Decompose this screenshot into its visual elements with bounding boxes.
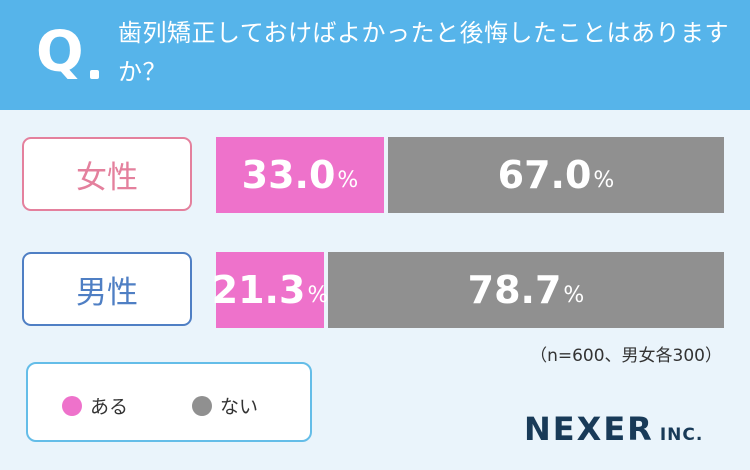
question-mark: Q <box>36 20 84 85</box>
unit-label-female-yes: % <box>337 167 359 193</box>
logo-sub: INC. <box>659 425 704 445</box>
legend-label-yes: ある <box>90 396 129 418</box>
category-label-female: 女性 <box>22 137 192 211</box>
legend: ある ない <box>26 362 312 442</box>
unit-label-male-yes: % <box>307 282 329 308</box>
unit-label-male-no: % <box>563 282 585 308</box>
value-label-male-no: 78.7 <box>467 268 562 312</box>
bar-female-yes: 33.0% <box>216 137 384 213</box>
value-label-male-yes: 21.3 <box>211 268 306 312</box>
value-label-female-no: 67.0 <box>497 153 592 197</box>
bar-female-no: 67.0% <box>388 137 724 213</box>
company-logo: NEXER INC. <box>524 410 703 448</box>
legend-swatch-no <box>192 395 212 416</box>
logo-main: NEXER <box>524 410 654 448</box>
sample-size-note: （n=600、男女各300） <box>530 346 722 366</box>
bar-male-no: 78.7% <box>328 252 724 328</box>
category-label-male: 男性 <box>22 252 192 326</box>
question-dot <box>90 70 99 79</box>
legend-label-no: ない <box>220 396 259 418</box>
question-header: Q 歯列矯正しておけばよかったと後悔したことはありますか？ <box>0 0 750 110</box>
value-label-female-yes: 33.0 <box>241 153 336 197</box>
question-text: 歯列矯正しておけばよかったと後悔したことはありますか？ <box>118 19 730 86</box>
bar-row-male: 21.3% 78.7% <box>212 252 724 328</box>
bar-male-yes: 21.3% <box>212 252 328 328</box>
legend-item-no: ない <box>192 392 258 419</box>
legend-item-yes: ある <box>62 392 128 419</box>
bar-row-female: 33.0% 67.0% <box>216 137 724 213</box>
legend-swatch-yes <box>62 395 82 416</box>
unit-label-female-no: % <box>593 167 615 193</box>
